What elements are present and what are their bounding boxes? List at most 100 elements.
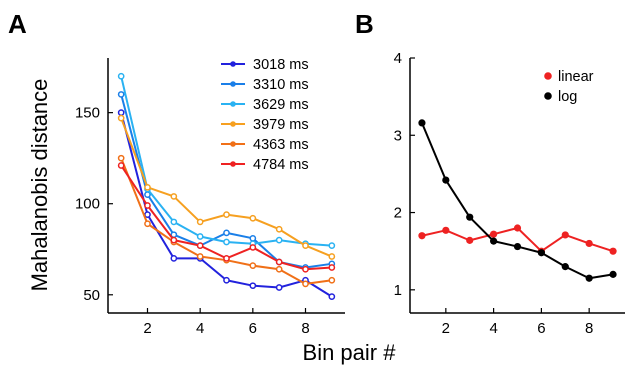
panel-a-legend-item-3629-ms: 3629 ms — [221, 97, 309, 113]
panel-letter-b: B — [355, 9, 374, 39]
panel-a-series-4363-ms-point — [196, 253, 204, 260]
panel-a-series-3629-ms-point — [275, 236, 283, 244]
panel-a-chart: 2 4 6 8 50 100 150 Mahalanobis distance 3018 m… — [27, 57, 345, 337]
panel-a-series-3979-ms-point — [144, 183, 151, 191]
panel-a-series — [117, 72, 336, 300]
panel-a-legend-item-3979-ms-label: 3979 ms — [253, 117, 309, 133]
panel-a-series-4784-ms-point — [249, 244, 257, 251]
panel-a-series-3018-ms-point — [249, 282, 257, 290]
panel-b-series-linear-point — [513, 224, 522, 232]
panel-a-series-4363-ms-point — [328, 276, 336, 284]
panel-a-legend-item-3018-ms-label: 3018 ms — [253, 57, 309, 73]
panel-a-series-3979-ms-point — [328, 253, 336, 260]
shared-x-axis-label: Bin pair # — [303, 340, 397, 365]
panel-a-legend-item-3018-ms: 3018 ms — [221, 57, 309, 73]
panel-a-series-3310-ms-point — [249, 234, 257, 242]
panel-b-legend: linear log — [544, 69, 594, 105]
panel-b-series-log-point — [585, 274, 593, 282]
panel-b-chart: 2 4 6 8 1 2 3 4 linear log — [394, 50, 625, 337]
panel-b-series-log-point — [490, 237, 498, 245]
panel-a-series-3018-ms-point — [275, 284, 283, 291]
panel-b-series-linear-point — [466, 236, 474, 244]
panel-a-series-3310-ms-point — [117, 91, 125, 98]
panel-a-series-4363-ms-point — [117, 154, 125, 162]
panel-b-y-tick-label: 4 — [394, 50, 402, 67]
panel-b-legend-item-log-swatch-marker — [544, 92, 552, 100]
panel-a-y-tick-label: 150 — [75, 105, 100, 122]
panel-a-y-tick-label: 50 — [83, 287, 100, 304]
panel-a-series-4363-ms-point — [275, 265, 283, 273]
panel-b-x-tick-label: 8 — [585, 320, 593, 337]
panel-b-series-log-point — [561, 263, 569, 271]
panel-a-legend-item-3979-ms: 3979 ms — [221, 117, 309, 133]
panel-b-series-log-point — [513, 242, 522, 251]
panel-b-legend-item-linear-swatch-marker — [544, 72, 552, 80]
panel-b-series-linear-point — [585, 239, 593, 248]
panel-a-series-4363-ms-point — [249, 262, 257, 269]
panel-b-legend-item-linear-label: linear — [558, 69, 594, 85]
panel-a-legend-item-3310-ms: 3310 ms — [221, 77, 309, 93]
panel-b-legend-item-linear: linear — [544, 69, 594, 85]
panel-a-series-3629-ms-point — [328, 242, 336, 249]
panel-b-axes: 2 4 6 8 1 2 3 4 — [394, 50, 625, 337]
panel-a-series-3018-ms-point — [170, 255, 178, 262]
panel-a-legend-item-4363-ms-label: 4363 ms — [253, 137, 309, 153]
panel-b-series-log-line — [421, 122, 614, 280]
panel-a-legend: 3018 ms 3310 ms 3629 ms 3979 ms 4363 ms 4784 … — [221, 57, 309, 173]
panel-b-series-linear-point — [561, 231, 569, 239]
panel-a-series-3979-ms-point — [223, 211, 230, 218]
panel-a-legend-item-4363-ms: 4363 ms — [221, 137, 309, 153]
panel-a-legend-item-4363-ms-swatch-marker — [230, 141, 236, 147]
panel-a-series-4784-ms-point — [328, 264, 336, 271]
panel-b-series-linear-point — [418, 232, 426, 240]
panel-b-y-tick-label: 1 — [394, 282, 402, 299]
panel-b-y-tick-label: 3 — [394, 127, 402, 144]
panel-b-series-log-point — [442, 176, 450, 184]
panel-a-legend-item-4784-ms-label: 4784 ms — [253, 157, 309, 173]
panel-a-series-4784-ms-point — [117, 162, 125, 169]
panel-a-series-3018-ms-point — [328, 293, 336, 300]
panel-a-legend-item-3310-ms-swatch-marker — [230, 81, 236, 87]
panel-a-series-4784-ms-point — [275, 258, 283, 266]
panel-b-x-tick-label: 4 — [489, 320, 497, 337]
panel-a-x-tick-label: 4 — [196, 320, 204, 337]
panel-a-series-4784-ms-point — [302, 265, 309, 273]
panel-b-legend-item-log-label: log — [558, 89, 577, 105]
panel-b-y-tick-label: 2 — [394, 205, 402, 222]
panel-a-series-4784-ms-point — [196, 242, 204, 249]
panel-a-x-tick-label: 2 — [143, 320, 151, 337]
panel-a-series-3979-ms-point — [117, 114, 125, 122]
panel-a-axes: 2 4 6 8 50 100 150 — [75, 58, 345, 337]
panel-b-legend-item-log: log — [544, 89, 577, 105]
panel-a-legend-item-3310-ms-label: 3310 ms — [253, 77, 309, 93]
panel-a-series-3629-ms-point — [117, 72, 125, 80]
panel-a-x-tick-label: 6 — [249, 320, 257, 337]
panel-a-series-3018-ms-point — [144, 211, 151, 218]
panel-b-series — [418, 119, 617, 282]
panel-a-series-3979-ms-point — [170, 193, 178, 200]
panel-b-x-tick-label: 2 — [442, 320, 450, 337]
panel-b-series-linear-point — [442, 226, 450, 234]
panel-a-legend-item-3979-ms-swatch-marker — [230, 121, 236, 127]
panel-b-x-tick-label: 6 — [537, 320, 545, 337]
panel-a-series-4784-ms-point — [223, 255, 230, 262]
panel-a-series-3310-ms-point — [223, 229, 230, 237]
panel-a-series-4363-ms-point — [144, 220, 151, 228]
panel-a-series-4784-ms-point — [144, 202, 151, 209]
panel-a-legend-item-4784-ms: 4784 ms — [221, 157, 309, 173]
panel-a-legend-item-3018-ms-swatch-marker — [230, 61, 236, 67]
panel-a-series-4363-ms-line — [120, 157, 332, 285]
panel-a-y-axis-label: Mahalanobis distance — [27, 79, 52, 292]
panel-a-series-3018-ms-point — [223, 276, 230, 284]
panel-b-series-log-point — [466, 213, 474, 221]
panel-a-series-3979-ms-point — [196, 218, 204, 226]
panel-a-series-3979-ms-point — [275, 225, 283, 233]
panel-a-series-3629-ms-point — [223, 238, 230, 246]
panel-a-y-tick-label: 100 — [75, 196, 100, 213]
panel-a-series-4363-ms-point — [302, 280, 309, 288]
panel-a-series-3018-ms-point — [117, 109, 125, 116]
panel-a-x-tick-label: 8 — [301, 320, 309, 337]
panel-a-series-3979-ms-point — [249, 214, 257, 222]
panel-a-series-3629-ms-point — [196, 233, 204, 240]
